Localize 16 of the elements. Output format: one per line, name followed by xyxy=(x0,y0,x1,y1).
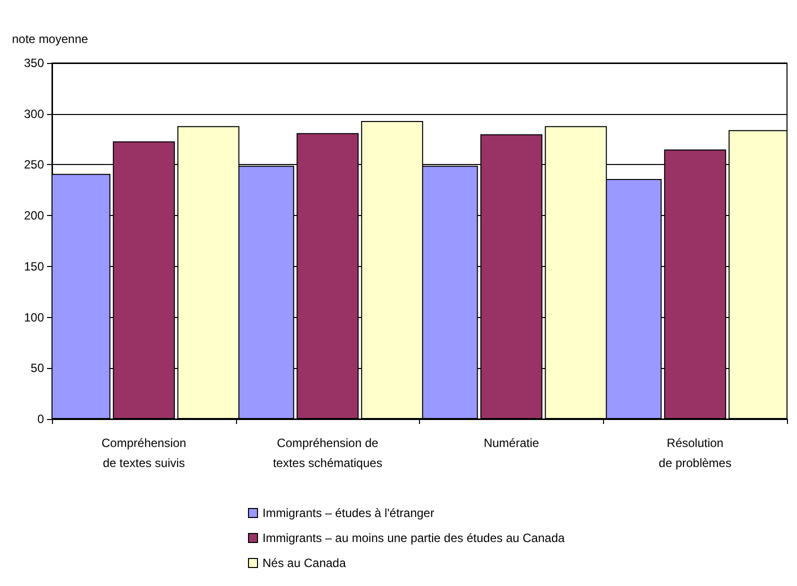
y-tick-label: 150 xyxy=(24,259,44,274)
y-tick-label: 50 xyxy=(30,361,44,376)
legend-label: Immigrants – au moins une partie des études au Canada xyxy=(262,531,566,545)
x-tick-label: Résolution de problèmes xyxy=(658,436,732,470)
y-tick-label: 250 xyxy=(24,158,44,172)
x-tick-label: Compréhension de textes schématiques xyxy=(272,436,382,470)
y-tick-label: 100 xyxy=(24,310,44,324)
y-axis-title: note moyenne xyxy=(12,32,88,46)
y-tick-label: 0 xyxy=(37,412,44,426)
legend-label: Immigrants – études à l'étranger xyxy=(262,506,434,520)
x-tick-label: Numératie xyxy=(484,436,540,450)
y-tick-label: 350 xyxy=(24,56,44,70)
y-tick-label: 200 xyxy=(24,208,44,223)
legend-label: Nés au Canada xyxy=(262,556,346,570)
y-tick-label: 300 xyxy=(24,106,44,121)
x-tick-label: Compréhension de textes suivis xyxy=(102,436,186,470)
